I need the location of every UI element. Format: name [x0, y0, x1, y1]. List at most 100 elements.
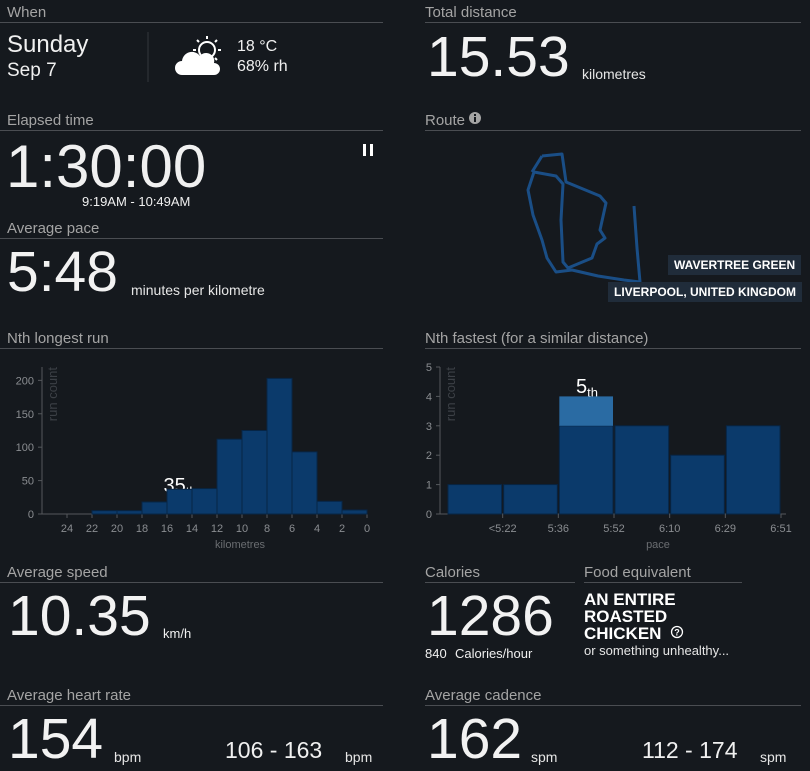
day: Sunday — [7, 31, 89, 58]
section-header: Route — [425, 112, 466, 129]
food-line: CHICKEN — [584, 624, 662, 643]
section-rule — [425, 705, 801, 706]
calories-value: 1286 — [427, 584, 554, 648]
y-tick-label: 100 — [16, 442, 34, 454]
section-header: Food equivalent — [584, 564, 691, 581]
route-label: WAVERTREE GREEN — [668, 255, 802, 275]
elapsed-value: 1:30:00 — [6, 133, 207, 200]
distance-unit: kilometres — [582, 66, 646, 82]
section-header: When — [7, 4, 47, 21]
svg-text:?: ? — [674, 628, 680, 638]
food-line: AN ENTIRE — [584, 590, 676, 609]
bar — [266, 377, 293, 515]
bar — [216, 438, 243, 515]
elapsed-range: 9:19AM - 10:49AM — [82, 194, 191, 209]
section-header: Average heart rate — [7, 687, 131, 704]
y-tick-label: 50 — [22, 476, 34, 488]
section-header: Nth longest run — [7, 330, 109, 347]
speed-value: 10.35 — [8, 584, 151, 648]
pause-icon[interactable] — [363, 144, 373, 156]
y-tick-label: 0 — [426, 509, 432, 521]
x-tick-label: 20 — [111, 523, 123, 535]
x-tick-label: 6 — [289, 523, 295, 535]
section-rule — [425, 348, 801, 349]
weather-icon — [175, 36, 221, 75]
x-tick-label: 5:52 — [603, 523, 624, 535]
humidity: 68% rh — [237, 58, 288, 75]
bar — [614, 425, 670, 515]
section-header: Total distance — [425, 4, 517, 21]
annotation-number: 5 — [576, 376, 587, 398]
annotation: 5th — [576, 376, 598, 400]
bar — [341, 509, 368, 515]
y-tick-label: 5 — [426, 362, 432, 374]
section-rule — [0, 582, 383, 583]
heart-rate-value: 154 — [8, 707, 104, 771]
food-link[interactable]: unhealthy — [662, 643, 719, 658]
section-header: Average pace — [7, 220, 100, 237]
section-header: Calories — [425, 564, 481, 581]
cadence-range: 112 - 174 — [642, 737, 738, 763]
section-header: Average speed — [7, 564, 108, 581]
bar — [670, 454, 725, 515]
bar — [191, 488, 218, 515]
speed-unit: km/h — [163, 626, 192, 641]
x-tick-label: 6:10 — [659, 523, 680, 535]
x-tick-label: <5:22 — [489, 523, 517, 535]
heart-rate-range: 106 - 163 — [225, 737, 323, 763]
food-prefix: or something — [584, 643, 660, 658]
heart-rate-range-unit: bpm — [345, 749, 373, 765]
section-rule — [0, 22, 383, 23]
y-tick-label: 0 — [28, 509, 34, 521]
x-tick-label: 0 — [364, 523, 370, 535]
bar — [91, 510, 118, 515]
cadence-range-unit: spm — [760, 749, 787, 765]
heart-rate-unit: bpm — [114, 749, 142, 765]
y-axis-label: run count — [45, 367, 60, 422]
bar — [166, 488, 193, 515]
bar — [116, 510, 143, 515]
bar — [291, 451, 318, 515]
bar — [503, 484, 558, 515]
y-tick-label: 4 — [426, 391, 432, 403]
x-tick-label: 16 — [161, 523, 173, 535]
calories-rate-unit: Calories/hour — [455, 646, 533, 661]
x-tick-label: 12 — [211, 523, 223, 535]
bar — [241, 429, 268, 515]
calories-rate: 840 — [425, 646, 447, 661]
bar — [447, 484, 503, 515]
section-header: Elapsed time — [7, 112, 94, 129]
section-rule — [0, 705, 383, 706]
y-tick-label: 200 — [16, 375, 34, 387]
x-tick-label: 6:51 — [770, 523, 791, 535]
y-tick-label: 1 — [426, 480, 432, 492]
route-label: LIVERPOOL, UNITED KINGDOM — [608, 282, 803, 302]
cadence-unit: spm — [531, 749, 558, 765]
x-tick-label: 5:36 — [548, 523, 569, 535]
section-rule — [425, 130, 801, 131]
section-rule — [584, 582, 742, 583]
section-rule — [0, 130, 383, 131]
section-rule — [0, 348, 383, 349]
y-tick-label: 2 — [426, 450, 432, 462]
temperature: 18 °C — [237, 38, 278, 55]
annotation-suffix: th — [587, 385, 598, 400]
distance-value: 15.53 — [427, 25, 570, 89]
section-rule — [0, 238, 383, 239]
x-tick-label: 10 — [236, 523, 248, 535]
section-rule — [425, 582, 575, 583]
section-header: Nth fastest (for a similar distance) — [425, 330, 649, 347]
bar — [141, 501, 168, 515]
y-tick-label: 150 — [16, 409, 34, 421]
bar — [725, 425, 781, 515]
x-tick-label: 4 — [314, 523, 320, 535]
x-tick-label: 8 — [264, 523, 270, 535]
info-icon[interactable] — [469, 112, 481, 124]
x-axis-label: pace — [646, 539, 670, 551]
x-tick-label: 24 — [61, 523, 73, 535]
x-tick-label: 18 — [136, 523, 148, 535]
route-map — [526, 152, 642, 284]
help-icon[interactable]: ? — [670, 625, 684, 639]
